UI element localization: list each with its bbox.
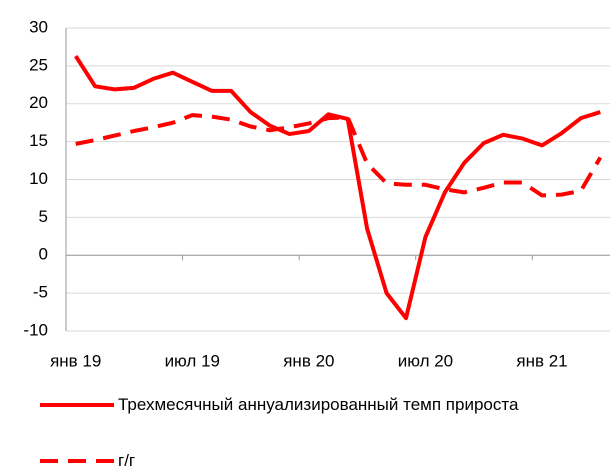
y-tick-label: 25: [29, 55, 48, 74]
legend-label: г/г: [118, 451, 136, 470]
y-tick-label: 5: [39, 207, 48, 226]
line-series: [74, 54, 601, 321]
y-tick-label: 30: [29, 17, 48, 36]
legend-label: Трехмесячный аннуализированный темп прир…: [118, 395, 519, 414]
x-tick-label: июл 19: [165, 351, 220, 370]
y-tick-label: 20: [29, 93, 48, 112]
y-tick-label: 10: [29, 169, 48, 188]
x-tick-label: янв 19: [50, 351, 101, 370]
x-tick-label: июл 20: [398, 351, 453, 370]
line-series: [75, 113, 603, 198]
y-tick-label: 0: [39, 245, 48, 264]
y-tick-label: 15: [29, 131, 48, 150]
x-tick-label: янв 21: [516, 351, 567, 370]
y-tick-label: -10: [23, 320, 48, 339]
x-tick-label: янв 20: [283, 351, 334, 370]
y-tick-label: -5: [33, 283, 48, 302]
